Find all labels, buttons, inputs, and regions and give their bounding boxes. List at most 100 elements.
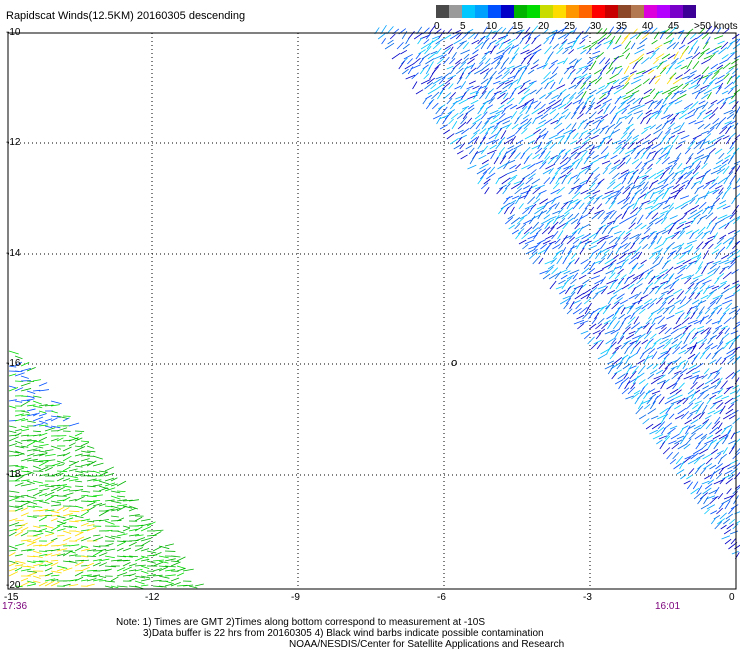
wind-barb bbox=[671, 128, 681, 135]
wind-barb bbox=[539, 270, 549, 275]
wind-barb bbox=[624, 314, 631, 320]
colorbar-swatch bbox=[605, 5, 618, 18]
wind-barb bbox=[561, 108, 569, 115]
wind-barb bbox=[62, 567, 73, 572]
wind-barb bbox=[557, 163, 568, 170]
wind-barb bbox=[110, 490, 121, 494]
wind-barb bbox=[44, 572, 54, 577]
wind-barb bbox=[116, 495, 126, 498]
wind-barb bbox=[667, 185, 674, 190]
wind-barb bbox=[665, 337, 673, 345]
wind-barb bbox=[728, 507, 735, 515]
wind-barb bbox=[621, 210, 627, 220]
wind-barb bbox=[128, 577, 138, 582]
wind-barb bbox=[623, 127, 630, 135]
wind-barb bbox=[676, 290, 685, 300]
wind-barb bbox=[50, 504, 62, 507]
wind-barb bbox=[545, 56, 551, 65]
wind-barb bbox=[50, 581, 60, 587]
wind-barb bbox=[26, 413, 38, 417]
wind-barb bbox=[690, 487, 700, 495]
wind-barb bbox=[632, 299, 643, 305]
wind-barb bbox=[510, 79, 519, 85]
wind-barb bbox=[708, 207, 714, 215]
wind-barb bbox=[454, 85, 462, 90]
wind-barb bbox=[605, 127, 610, 135]
wind-barb bbox=[68, 554, 78, 557]
wind-barb bbox=[38, 500, 50, 504]
colorbar-label: 0 bbox=[434, 21, 440, 32]
wind-barb bbox=[431, 91, 440, 100]
wind-barb bbox=[14, 432, 22, 437]
wind-barb bbox=[699, 389, 709, 395]
wind-barb bbox=[678, 382, 685, 390]
wind-barb bbox=[655, 53, 665, 60]
wind-barb bbox=[474, 68, 484, 75]
wind-barb bbox=[500, 61, 506, 70]
wind-barb bbox=[564, 149, 572, 155]
wind-barb bbox=[506, 97, 515, 105]
wind-barb bbox=[617, 336, 625, 345]
wind-barb bbox=[687, 108, 696, 115]
wind-barb bbox=[664, 151, 671, 160]
wind-barb bbox=[589, 323, 597, 330]
wind-barb bbox=[598, 328, 606, 335]
wind-barb bbox=[733, 185, 740, 190]
wind-barb bbox=[418, 49, 426, 55]
wind-barb bbox=[523, 192, 529, 200]
wind-barb bbox=[643, 322, 650, 330]
lon-label-6: -6 bbox=[437, 592, 446, 603]
wind-barb bbox=[573, 178, 580, 185]
wind-barb bbox=[50, 553, 61, 557]
wind-barb bbox=[662, 273, 669, 280]
wind-barb bbox=[38, 483, 49, 487]
wind-barb bbox=[728, 403, 735, 410]
wind-barb bbox=[469, 122, 477, 130]
wind-barb bbox=[590, 166, 600, 175]
wind-barb bbox=[703, 496, 709, 505]
wind-barb bbox=[644, 99, 654, 105]
wind-barb bbox=[733, 356, 740, 365]
wind-barb bbox=[563, 102, 573, 110]
wind-barb bbox=[110, 508, 119, 512]
wind-barb bbox=[20, 434, 29, 437]
wind-barb bbox=[678, 140, 686, 145]
wind-barb bbox=[607, 320, 614, 330]
wind-barb bbox=[674, 340, 683, 350]
wind-barb bbox=[604, 364, 614, 370]
wind-barb bbox=[32, 434, 42, 437]
wind-barb bbox=[667, 224, 675, 235]
wind-barb bbox=[731, 550, 739, 555]
wind-barb bbox=[547, 156, 556, 165]
wind-barb bbox=[661, 295, 670, 305]
wind-barb bbox=[606, 210, 615, 215]
wind-barb bbox=[485, 90, 491, 100]
wind-barb bbox=[708, 139, 717, 145]
wind-barb bbox=[664, 361, 673, 370]
wind-barb bbox=[670, 189, 681, 195]
wind-barb bbox=[556, 223, 566, 230]
wind-barb bbox=[710, 344, 718, 350]
wind-barb bbox=[504, 79, 514, 85]
wind-barb bbox=[645, 423, 654, 430]
wind-barb bbox=[581, 267, 590, 275]
wind-barb bbox=[493, 54, 502, 60]
wind-barb bbox=[546, 139, 553, 145]
wind-barb bbox=[503, 160, 510, 170]
wind-barb bbox=[547, 88, 557, 95]
wind-barb bbox=[707, 235, 716, 240]
wind-barb bbox=[682, 327, 689, 335]
wind-barb bbox=[584, 201, 592, 210]
wind-barb bbox=[152, 545, 163, 552]
colorbar-swatch bbox=[670, 5, 683, 18]
wind-barb bbox=[482, 167, 491, 175]
wind-barb bbox=[647, 408, 657, 415]
wind-barb bbox=[721, 90, 729, 95]
wind-barb bbox=[702, 76, 710, 85]
wind-barb bbox=[715, 356, 722, 365]
wind-barb bbox=[613, 331, 619, 340]
wind-barb bbox=[679, 325, 687, 330]
wind-barb bbox=[662, 308, 670, 315]
wind-barb bbox=[80, 490, 91, 493]
wind-barb bbox=[584, 62, 593, 70]
